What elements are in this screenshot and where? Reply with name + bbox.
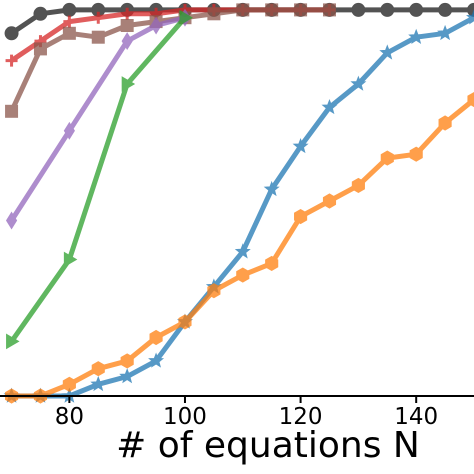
series-2-point-9	[265, 3, 279, 17]
series-6-point-8	[236, 267, 250, 283]
series-5-point-14	[408, 28, 425, 44]
x-tick-label-100: 100	[163, 404, 207, 430]
series-6-point-10	[294, 209, 308, 225]
x-ticks: 80 100 120 140	[55, 396, 438, 430]
plot-area	[3, 2, 474, 404]
series-0-point-13	[380, 2, 395, 17]
series-1-point-0	[5, 54, 18, 67]
series-2-point-8	[236, 3, 250, 17]
series-0-point-15	[438, 2, 453, 17]
series-1-point-3	[92, 11, 105, 24]
series-3-point-0	[5, 211, 18, 230]
series-5-line	[11, 15, 474, 399]
series-2-point-10	[294, 3, 308, 17]
series-6-point-16	[467, 92, 474, 108]
x-tick-label-140: 140	[394, 404, 438, 430]
series-6-point-3	[91, 361, 105, 377]
series-4-line	[9, 16, 187, 343]
series-2-point-0	[5, 104, 19, 118]
x-tick-label-120: 120	[279, 404, 323, 430]
series-5-point-10	[292, 138, 309, 154]
series-1-point-4	[121, 7, 134, 20]
series-6	[4, 92, 474, 404]
series-6-point-11	[322, 193, 337, 209]
series-3-point-1	[63, 121, 75, 140]
series-3-point-3	[150, 16, 162, 35]
series-2-point-3	[91, 30, 105, 44]
series-5-point-4	[119, 368, 136, 384]
series-6-point-13	[380, 150, 394, 166]
series-2-point-11	[322, 3, 336, 17]
series-3	[5, 8, 191, 230]
series-5-point-16	[466, 9, 474, 25]
series-4-point-2	[121, 76, 136, 92]
series-5-point-15	[437, 24, 454, 41]
series-0-point-1	[33, 6, 48, 21]
series-5-point-13	[379, 44, 396, 60]
series-2-point-2	[62, 26, 76, 40]
series-0-point-0	[4, 26, 19, 41]
series-6-point-7	[207, 283, 221, 299]
series-6-point-9	[265, 255, 279, 271]
series-4-point-3	[179, 9, 193, 26]
series-0-point-2	[62, 2, 77, 17]
series-2-point-7	[207, 7, 221, 21]
series-6-point-4	[120, 353, 134, 369]
series-0-point-14	[409, 2, 424, 17]
series-2-point-1	[33, 42, 47, 56]
series-3-point-2	[121, 32, 133, 51]
series-5	[3, 9, 474, 403]
series-6-point-15	[438, 115, 452, 131]
series-4	[6, 9, 193, 350]
series-0-point-12	[351, 2, 366, 17]
series-2-line	[9, 7, 330, 113]
series-5-point-12	[350, 75, 367, 91]
series-6-point-14	[409, 146, 423, 162]
series-5-point-11	[321, 99, 338, 115]
series-4-point-1	[63, 251, 78, 268]
series-1-point-2	[63, 15, 76, 28]
x-axis-label: # of equations N	[116, 425, 420, 466]
series-5-point-5	[148, 352, 165, 368]
series-6-point-5	[149, 329, 163, 346]
series-2-point-4	[120, 19, 134, 32]
series-6-point-6	[178, 314, 192, 330]
series-5-point-8	[234, 243, 251, 259]
series-4-point-0	[6, 333, 20, 350]
series-6-point-2	[62, 376, 76, 392]
series-5-point-3	[90, 375, 107, 392]
series-5-point-9	[263, 180, 280, 197]
series-0-point-16	[467, 2, 474, 17]
x-tick-label-80: 80	[55, 404, 84, 430]
series-6-point-12	[351, 177, 365, 193]
